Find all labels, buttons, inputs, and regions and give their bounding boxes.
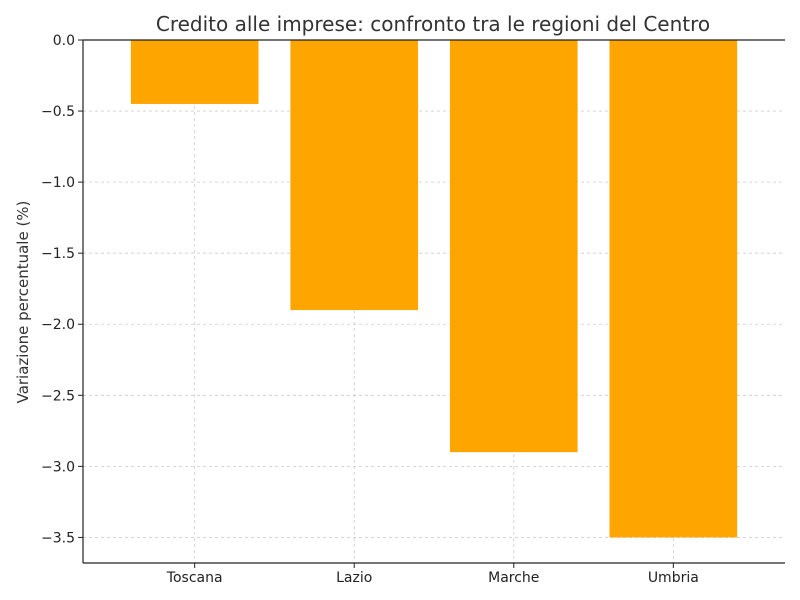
y-tick-label: −3.5 xyxy=(41,530,75,546)
y-ticks: 0.0 −0.5 −1.0 −1.5 −2.0 −2.5 −3.0 −3.5 xyxy=(41,33,83,546)
y-tick-label: −0.5 xyxy=(41,104,75,120)
x-tick-label: Toscana xyxy=(166,570,223,586)
x-ticks: Toscana Lazio Marche Umbria xyxy=(166,563,699,586)
y-tick-label: −1.5 xyxy=(41,246,75,262)
y-tick-label: −2.0 xyxy=(41,317,75,333)
bar-umbria xyxy=(609,40,738,538)
y-tick-label: −3.0 xyxy=(41,459,75,475)
x-tick-label: Marche xyxy=(488,570,539,586)
y-axis-label: Variazione percentuale (%) xyxy=(14,201,32,404)
y-tick-label: 0.0 xyxy=(53,33,75,49)
x-tick-label: Lazio xyxy=(336,570,372,586)
x-tick-label: Umbria xyxy=(648,570,699,586)
chart-title: Credito alle imprese: confronto tra le r… xyxy=(156,12,710,36)
bar-marche xyxy=(449,40,578,453)
bar-toscana xyxy=(130,40,259,104)
y-tick-label: −2.5 xyxy=(41,388,75,404)
bar-lazio xyxy=(290,40,419,311)
y-tick-label: −1.0 xyxy=(41,175,75,191)
axes xyxy=(82,39,785,564)
bars xyxy=(130,40,738,538)
gridlines xyxy=(83,39,785,563)
